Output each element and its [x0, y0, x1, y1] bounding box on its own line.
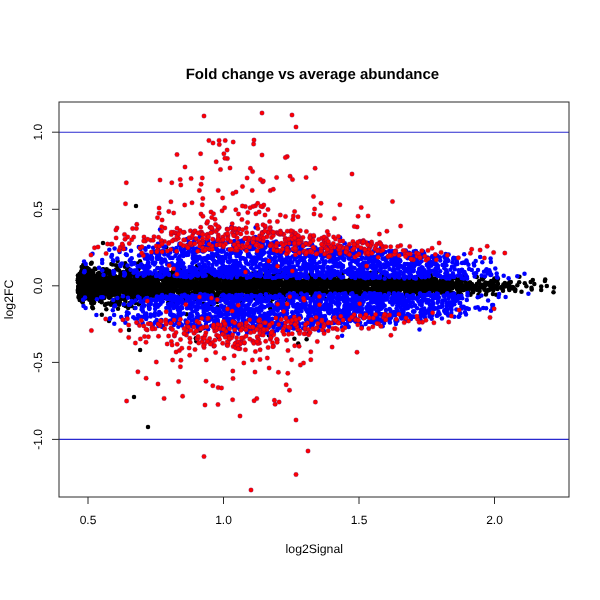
svg-text:1.5: 1.5 [351, 513, 368, 527]
svg-text:0.5: 0.5 [31, 201, 45, 218]
svg-text:-0.5: -0.5 [31, 352, 45, 373]
svg-text:1.0: 1.0 [31, 124, 45, 141]
svg-text:2.0: 2.0 [486, 513, 503, 527]
svg-text:-1.0: -1.0 [31, 429, 45, 450]
svg-text:log2FC: log2FC [2, 279, 16, 319]
svg-text:0.0: 0.0 [31, 277, 45, 294]
svg-text:1.0: 1.0 [215, 513, 232, 527]
svg-text:0.5: 0.5 [80, 513, 97, 527]
svg-text:Fold change vs average abundan: Fold change vs average abundance [186, 66, 439, 83]
svg-text:log2Signal: log2Signal [286, 542, 343, 556]
